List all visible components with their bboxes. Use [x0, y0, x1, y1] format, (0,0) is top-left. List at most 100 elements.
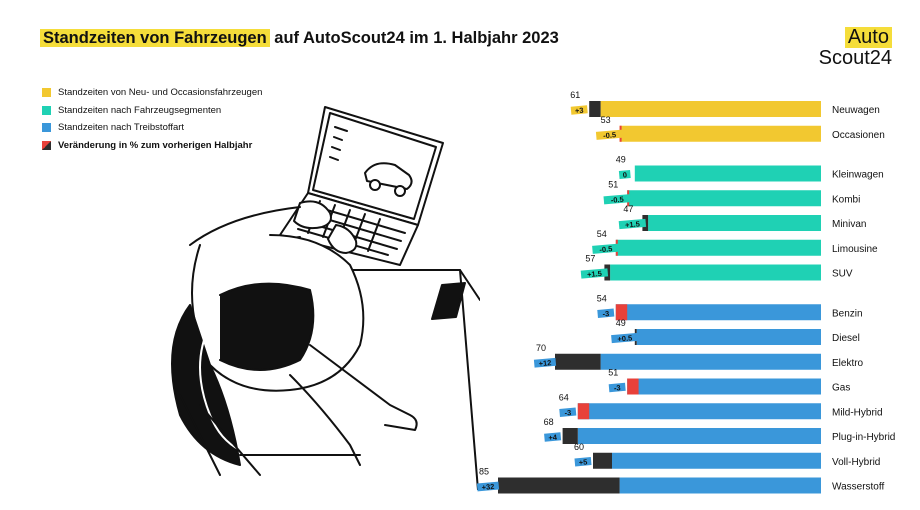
legend-item-neu-occasion: Standzeiten von Neu- und Occasionsfahrze… — [42, 84, 262, 101]
change-label-limousine: -0.5 — [599, 244, 613, 254]
change-segment-diesel — [634, 329, 637, 345]
change-tag-kombi: -0.5 — [603, 194, 631, 205]
legend-swatch-change — [42, 140, 51, 150]
legend-label: Standzeiten nach Treibstoffart — [58, 122, 185, 133]
bar-kombi — [627, 190, 821, 207]
change-tag-bg-mild-hybrid — [559, 407, 577, 417]
category-label-plug-in-hybrid: Plug-in-Hybrid — [832, 432, 895, 443]
change-tag-bg-elektro — [533, 357, 557, 368]
change-label-gas: -3 — [614, 383, 621, 393]
value-label-voll-hybrid: 60 — [574, 442, 584, 452]
change-label-kombi: -0.5 — [610, 195, 624, 205]
chart-title: Standzeiten von Fahrzeugen auf AutoScout… — [40, 29, 559, 48]
bar-neuwagen — [600, 101, 821, 117]
bar-plug-in-hybrid — [577, 428, 821, 444]
change-tag-gas: -3 — [608, 382, 626, 393]
legend-label: Standzeiten von Neu- und Occasionsfahrze… — [58, 87, 263, 98]
category-label-minivan: Minivan — [832, 219, 866, 230]
bar-suv — [610, 264, 821, 281]
value-label-elektro: 70 — [536, 343, 546, 353]
value-label-gas: 51 — [608, 368, 618, 378]
value-label-minivan: 47 — [623, 204, 633, 214]
bar-wasserstoff — [619, 477, 821, 494]
change-tag-plug-in-hybrid: +4 — [544, 432, 562, 443]
value-label-diesel: 49 — [616, 318, 626, 328]
change-tag-neuwagen: +3 — [570, 105, 588, 116]
change-label-diesel: +0.5 — [617, 333, 633, 343]
change-tag-bg-wasserstoff — [476, 481, 500, 492]
change-label-mild-hybrid: -3 — [564, 408, 571, 418]
change-tag-bg-benzin — [597, 308, 615, 318]
value-label-kleinwagen: 49 — [616, 155, 626, 165]
change-tag-limousine: -0.5 — [592, 243, 620, 254]
category-label-kleinwagen: Kleinwagen — [832, 170, 884, 181]
category-label-wasserstoff: Wasserstoff — [832, 482, 884, 493]
category-label-kombi: Kombi — [832, 194, 860, 205]
change-tag-voll-hybrid: +5 — [574, 457, 592, 467]
value-label-suv: 57 — [585, 254, 595, 264]
value-label-wasserstoff: 85 — [479, 467, 489, 477]
change-segment-voll-hybrid — [593, 452, 612, 469]
bar-elektro — [600, 353, 821, 370]
change-segment-neuwagen — [589, 101, 601, 117]
category-label-diesel: Diesel — [832, 333, 860, 344]
change-segment-elektro — [555, 353, 601, 370]
autoscout24-logo: Auto Scout24 — [819, 27, 892, 69]
change-tag-bg-limousine — [592, 243, 620, 254]
change-tag-mild-hybrid: -3 — [559, 407, 577, 418]
change-tag-wasserstoff: +32 — [476, 481, 500, 492]
category-label-benzin: Benzin — [832, 308, 863, 319]
change-tag-bg-minivan — [618, 218, 647, 230]
change-tag-diesel: +0.5 — [611, 332, 639, 344]
change-label-plug-in-hybrid: +4 — [548, 433, 558, 443]
category-label-elektro: Elektro — [832, 358, 864, 369]
change-segment-plug-in-hybrid — [562, 428, 578, 444]
change-segment-gas — [627, 378, 639, 395]
change-segment-kombi — [627, 190, 630, 207]
change-tag-minivan: +1.5 — [618, 218, 647, 230]
change-tag-bg-neuwagen — [570, 105, 588, 115]
bar-minivan — [648, 215, 821, 231]
change-tag-bg-suv — [580, 268, 609, 279]
value-label-occasionen: 53 — [601, 115, 611, 125]
legend-label: Standzeiten nach Fahrzeugsegmenten — [58, 104, 222, 116]
change-tag-bg-diesel — [611, 332, 639, 344]
change-label-benzin: -3 — [602, 309, 609, 319]
change-segment-limousine — [615, 239, 618, 256]
value-label-benzin: 54 — [597, 293, 607, 303]
legend-swatch-blue — [42, 123, 51, 132]
change-tag-benzin: -3 — [597, 308, 615, 319]
legend-swatch-teal — [42, 105, 51, 115]
change-segment-benzin — [615, 304, 628, 321]
legend-item-segmente: Standzeiten nach Fahrzeugsegmenten — [42, 102, 262, 119]
bar-diesel — [636, 329, 821, 345]
category-label-gas: Gas — [832, 383, 850, 394]
logo-line-2: Scout24 — [818, 47, 892, 69]
bar-kleinwagen — [634, 165, 821, 182]
change-tag-occasionen: -0.5 — [595, 129, 624, 140]
change-tag-suv: +1.5 — [580, 268, 609, 279]
chart-title-rest: auf AutoScout24 im 1. Halbjahr 2023 — [269, 29, 559, 47]
change-segment-wasserstoff — [498, 477, 620, 494]
bar-occasionen — [619, 125, 821, 142]
value-label-limousine: 54 — [597, 229, 607, 239]
value-label-mild-hybrid: 64 — [559, 392, 569, 402]
category-label-mild-hybrid: Mild-Hybrid — [832, 407, 883, 418]
bar-limousine — [615, 239, 821, 256]
change-tag-bg-kleinwagen — [618, 170, 631, 179]
legend-item-treibstoff: Standzeiten nach Treibstoffart — [42, 119, 262, 136]
change-tag-bg-plug-in-hybrid — [544, 432, 562, 442]
change-segment-occasionen — [619, 125, 622, 142]
value-label-neuwagen: 61 — [570, 90, 580, 100]
value-label-plug-in-hybrid: 68 — [544, 417, 554, 427]
change-segment-mild-hybrid — [577, 403, 590, 420]
category-label-neuwagen: Neuwagen — [832, 105, 880, 116]
change-tag-elektro: +12 — [533, 357, 557, 368]
bar-gas — [627, 378, 821, 395]
change-label-elektro: +12 — [538, 358, 551, 368]
change-label-neuwagen: +3 — [575, 106, 584, 116]
category-label-voll-hybrid: Voll-Hybrid — [832, 457, 880, 468]
legend: Standzeiten von Neu- und Occasionsfahrze… — [42, 84, 262, 154]
value-label-kombi: 51 — [608, 179, 618, 189]
category-label-occasionen: Occasionen — [832, 130, 885, 141]
